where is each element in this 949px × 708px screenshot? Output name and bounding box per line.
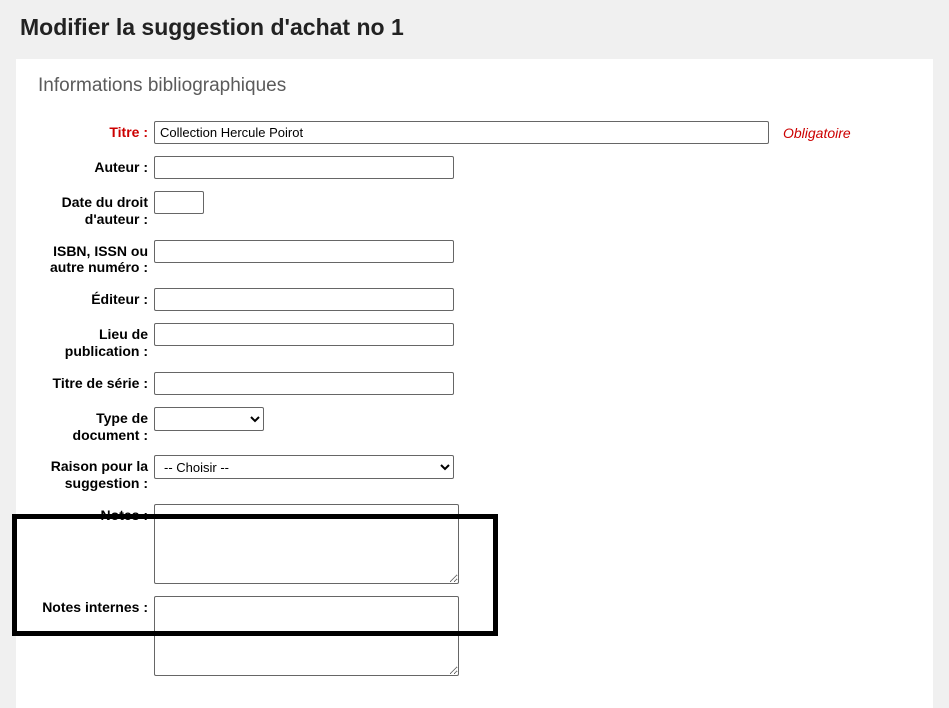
copyright-input[interactable] xyxy=(154,191,204,214)
row-publisher: Éditeur : xyxy=(34,288,909,311)
control-internal-notes xyxy=(154,596,909,676)
label-reason: Raison pour la suggestion : xyxy=(34,455,154,492)
control-pubplace xyxy=(154,323,909,346)
pubplace-input[interactable] xyxy=(154,323,454,346)
series-input[interactable] xyxy=(154,372,454,395)
control-copyright xyxy=(154,191,909,214)
row-copyright: Date du droit d'auteur : xyxy=(34,191,909,228)
label-publisher: Éditeur : xyxy=(34,288,154,308)
row-reason: Raison pour la suggestion : -- Choisir -… xyxy=(34,455,909,492)
label-notes: Notes : xyxy=(34,504,154,524)
publisher-input[interactable] xyxy=(154,288,454,311)
control-isbn xyxy=(154,240,909,263)
row-title: Titre : Obligatoire xyxy=(34,121,909,144)
doctype-select[interactable] xyxy=(154,407,264,431)
control-doctype xyxy=(154,407,909,431)
page-title: Modifier la suggestion d'achat no 1 xyxy=(20,14,929,41)
row-doctype: Type de document : xyxy=(34,407,909,444)
control-series xyxy=(154,372,909,395)
notes-textarea[interactable] xyxy=(154,504,459,584)
control-reason: -- Choisir -- xyxy=(154,455,909,479)
label-title: Titre : xyxy=(34,121,154,141)
control-notes xyxy=(154,504,909,584)
row-isbn: ISBN, ISSN ou autre numéro : xyxy=(34,240,909,277)
label-series: Titre de série : xyxy=(34,372,154,392)
row-author: Auteur : xyxy=(34,156,909,179)
biblio-panel: Informations bibliographiques Titre : Ob… xyxy=(16,59,933,708)
page-header: Modifier la suggestion d'achat no 1 xyxy=(0,0,949,49)
label-copyright: Date du droit d'auteur : xyxy=(34,191,154,228)
label-pubplace: Lieu de publication : xyxy=(34,323,154,360)
label-author: Auteur : xyxy=(34,156,154,176)
author-input[interactable] xyxy=(154,156,454,179)
row-notes: Notes : xyxy=(34,504,909,584)
control-author xyxy=(154,156,909,179)
row-internal-notes: Notes internes : xyxy=(34,596,909,676)
biblio-form: Titre : Obligatoire Auteur : Date du dro… xyxy=(16,101,933,676)
label-isbn: ISBN, ISSN ou autre numéro : xyxy=(34,240,154,277)
required-badge: Obligatoire xyxy=(783,125,851,141)
fieldset-legend: Informations bibliographiques xyxy=(16,59,933,101)
internal-notes-textarea[interactable] xyxy=(154,596,459,676)
row-series: Titre de série : xyxy=(34,372,909,395)
label-doctype: Type de document : xyxy=(34,407,154,444)
label-internal-notes: Notes internes : xyxy=(34,596,154,616)
row-pubplace: Lieu de publication : xyxy=(34,323,909,360)
control-title: Obligatoire xyxy=(154,121,909,144)
control-publisher xyxy=(154,288,909,311)
isbn-input[interactable] xyxy=(154,240,454,263)
reason-select[interactable]: -- Choisir -- xyxy=(154,455,454,479)
title-input[interactable] xyxy=(154,121,769,144)
